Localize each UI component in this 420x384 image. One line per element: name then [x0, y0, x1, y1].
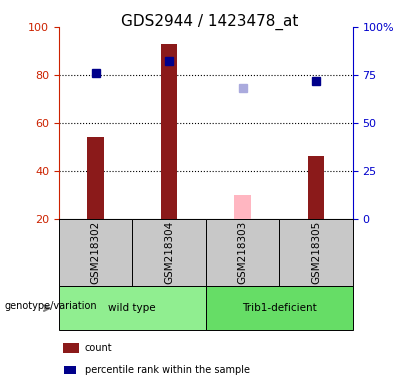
Bar	[308, 157, 324, 219]
Text: wild type: wild type	[108, 303, 156, 313]
Bar	[132, 219, 206, 286]
Bar	[87, 137, 104, 219]
Bar	[59, 286, 206, 330]
Bar	[161, 44, 177, 219]
Text: percentile rank within the sample: percentile rank within the sample	[85, 365, 250, 375]
Text: genotype/variation: genotype/variation	[4, 301, 97, 311]
Text: GDS2944 / 1423478_at: GDS2944 / 1423478_at	[121, 13, 299, 30]
Bar	[234, 195, 251, 219]
Bar	[64, 366, 76, 374]
Text: GSM218303: GSM218303	[238, 221, 247, 284]
Text: GSM218305: GSM218305	[311, 221, 321, 284]
Bar	[279, 219, 353, 286]
Text: GSM218302: GSM218302	[91, 221, 100, 284]
Bar	[206, 219, 279, 286]
Text: GSM218304: GSM218304	[164, 221, 174, 284]
Bar	[63, 343, 79, 353]
Text: Trib1-deficient: Trib1-deficient	[242, 303, 317, 313]
Text: count: count	[85, 343, 113, 353]
Bar	[59, 219, 132, 286]
Bar	[206, 286, 353, 330]
